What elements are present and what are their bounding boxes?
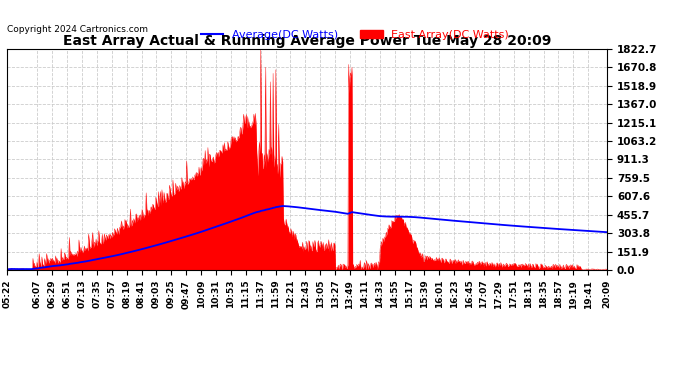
Text: Copyright 2024 Cartronics.com: Copyright 2024 Cartronics.com [7,25,148,34]
Title: East Array Actual & Running Average Power Tue May 28 20:09: East Array Actual & Running Average Powe… [63,34,551,48]
Legend: Average(DC Watts), East Array(DC Watts): Average(DC Watts), East Array(DC Watts) [197,26,513,44]
